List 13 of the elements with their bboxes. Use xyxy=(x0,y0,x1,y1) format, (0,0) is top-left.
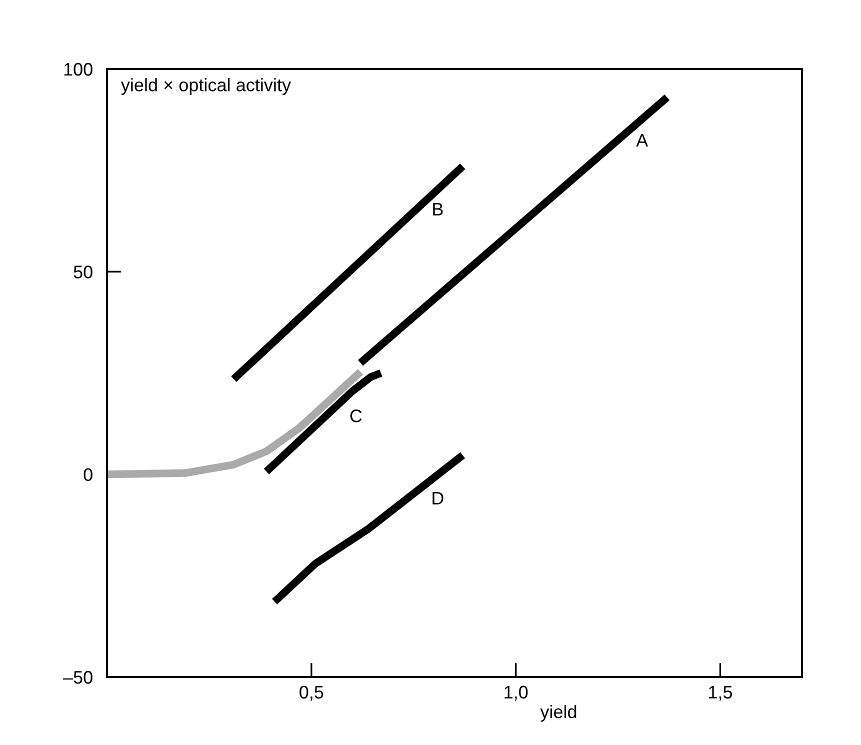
y-tick-label: –50 xyxy=(62,670,92,684)
y-tick-label: 50 xyxy=(74,266,92,278)
y-tick-label: 0 xyxy=(84,468,92,482)
series-label: B xyxy=(433,202,443,216)
x-tick-label: 0,5 xyxy=(300,686,324,701)
series-label: D xyxy=(432,492,444,504)
x-axis-title: yield xyxy=(540,704,576,722)
x-tick-label: 1,5 xyxy=(709,686,732,701)
y-tick-label: 100 xyxy=(64,62,92,76)
series-label: C xyxy=(350,410,362,422)
y-axis-title: yield × optical activity xyxy=(120,78,291,95)
series-label: A xyxy=(636,134,648,146)
x-tick-label: 1,0 xyxy=(504,686,528,701)
